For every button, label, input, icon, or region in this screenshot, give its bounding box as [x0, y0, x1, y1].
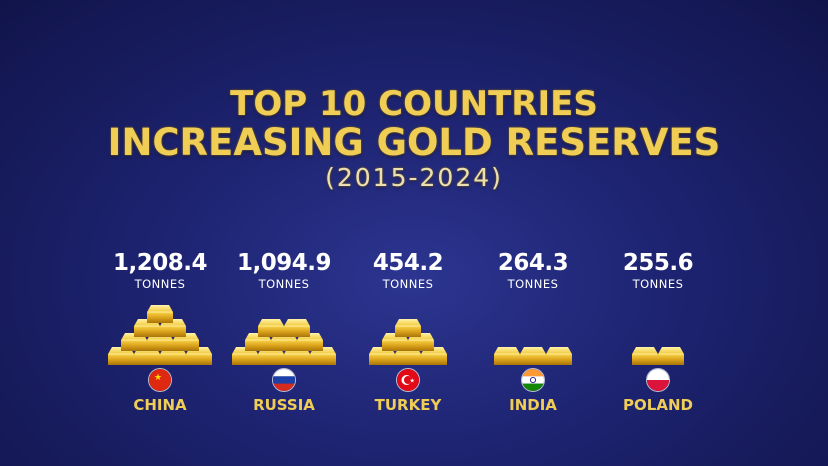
value-label-poland: 255.6 [622, 250, 694, 276]
gold-bar-icon [258, 319, 284, 337]
russia-flag-icon [273, 369, 295, 391]
gold-bar-icon [395, 319, 421, 337]
gold-bars-graphic [232, 319, 336, 365]
country-label-russia: RUSSIA [253, 396, 315, 414]
value-label-turkey: 454.2 [372, 250, 444, 276]
title-years: (2015-2024) [325, 163, 503, 192]
gold-bars-china [95, 298, 225, 366]
country-label-turkey: TURKEY [374, 396, 442, 414]
gold-bars-russia [219, 298, 349, 366]
gold-bars-graphic [369, 319, 447, 365]
gold-bars-turkey [343, 298, 473, 366]
india-flag-icon [522, 369, 544, 391]
gold-bars-india [468, 298, 598, 366]
title-line-1: TOP 10 COUNTRIES [230, 84, 598, 124]
unit-label-poland: TONNES [632, 277, 684, 291]
unit-label-india: TONNES [507, 277, 559, 291]
value-label-india: 264.3 [497, 250, 569, 276]
unit-label-china: TONNES [134, 277, 186, 291]
turkey-flag-icon: ★ [397, 369, 419, 391]
gold-bars-poland [593, 298, 723, 366]
title-line-2: INCREASING GOLD RESERVES [107, 121, 721, 164]
gold-bar-icon [632, 347, 658, 365]
country-label-india: INDIA [509, 396, 557, 414]
gold-bar-icon [658, 347, 684, 365]
unit-label-turkey: TONNES [382, 277, 434, 291]
gold-bar-icon [147, 305, 173, 323]
country-label-china: CHINA [133, 396, 187, 414]
poland-flag-icon [647, 369, 669, 391]
gold-bar-icon [494, 347, 520, 365]
value-label-russia: 1,094.9 [237, 250, 332, 276]
value-label-china: 1,208.4 [113, 250, 208, 276]
svg-text:★: ★ [410, 378, 415, 385]
gold-bar-icon [284, 319, 310, 337]
gold-bars-graphic [108, 305, 212, 365]
country-label-poland: POLAND [623, 396, 693, 414]
china-flag-icon: ★ [149, 369, 171, 391]
gold-bar-icon [546, 347, 572, 365]
svg-text:★: ★ [154, 373, 162, 383]
gold-bars-graphic [494, 347, 572, 365]
gold-bar-icon [520, 347, 546, 365]
unit-label-russia: TONNES [258, 277, 310, 291]
gold-bars-graphic [632, 347, 684, 365]
